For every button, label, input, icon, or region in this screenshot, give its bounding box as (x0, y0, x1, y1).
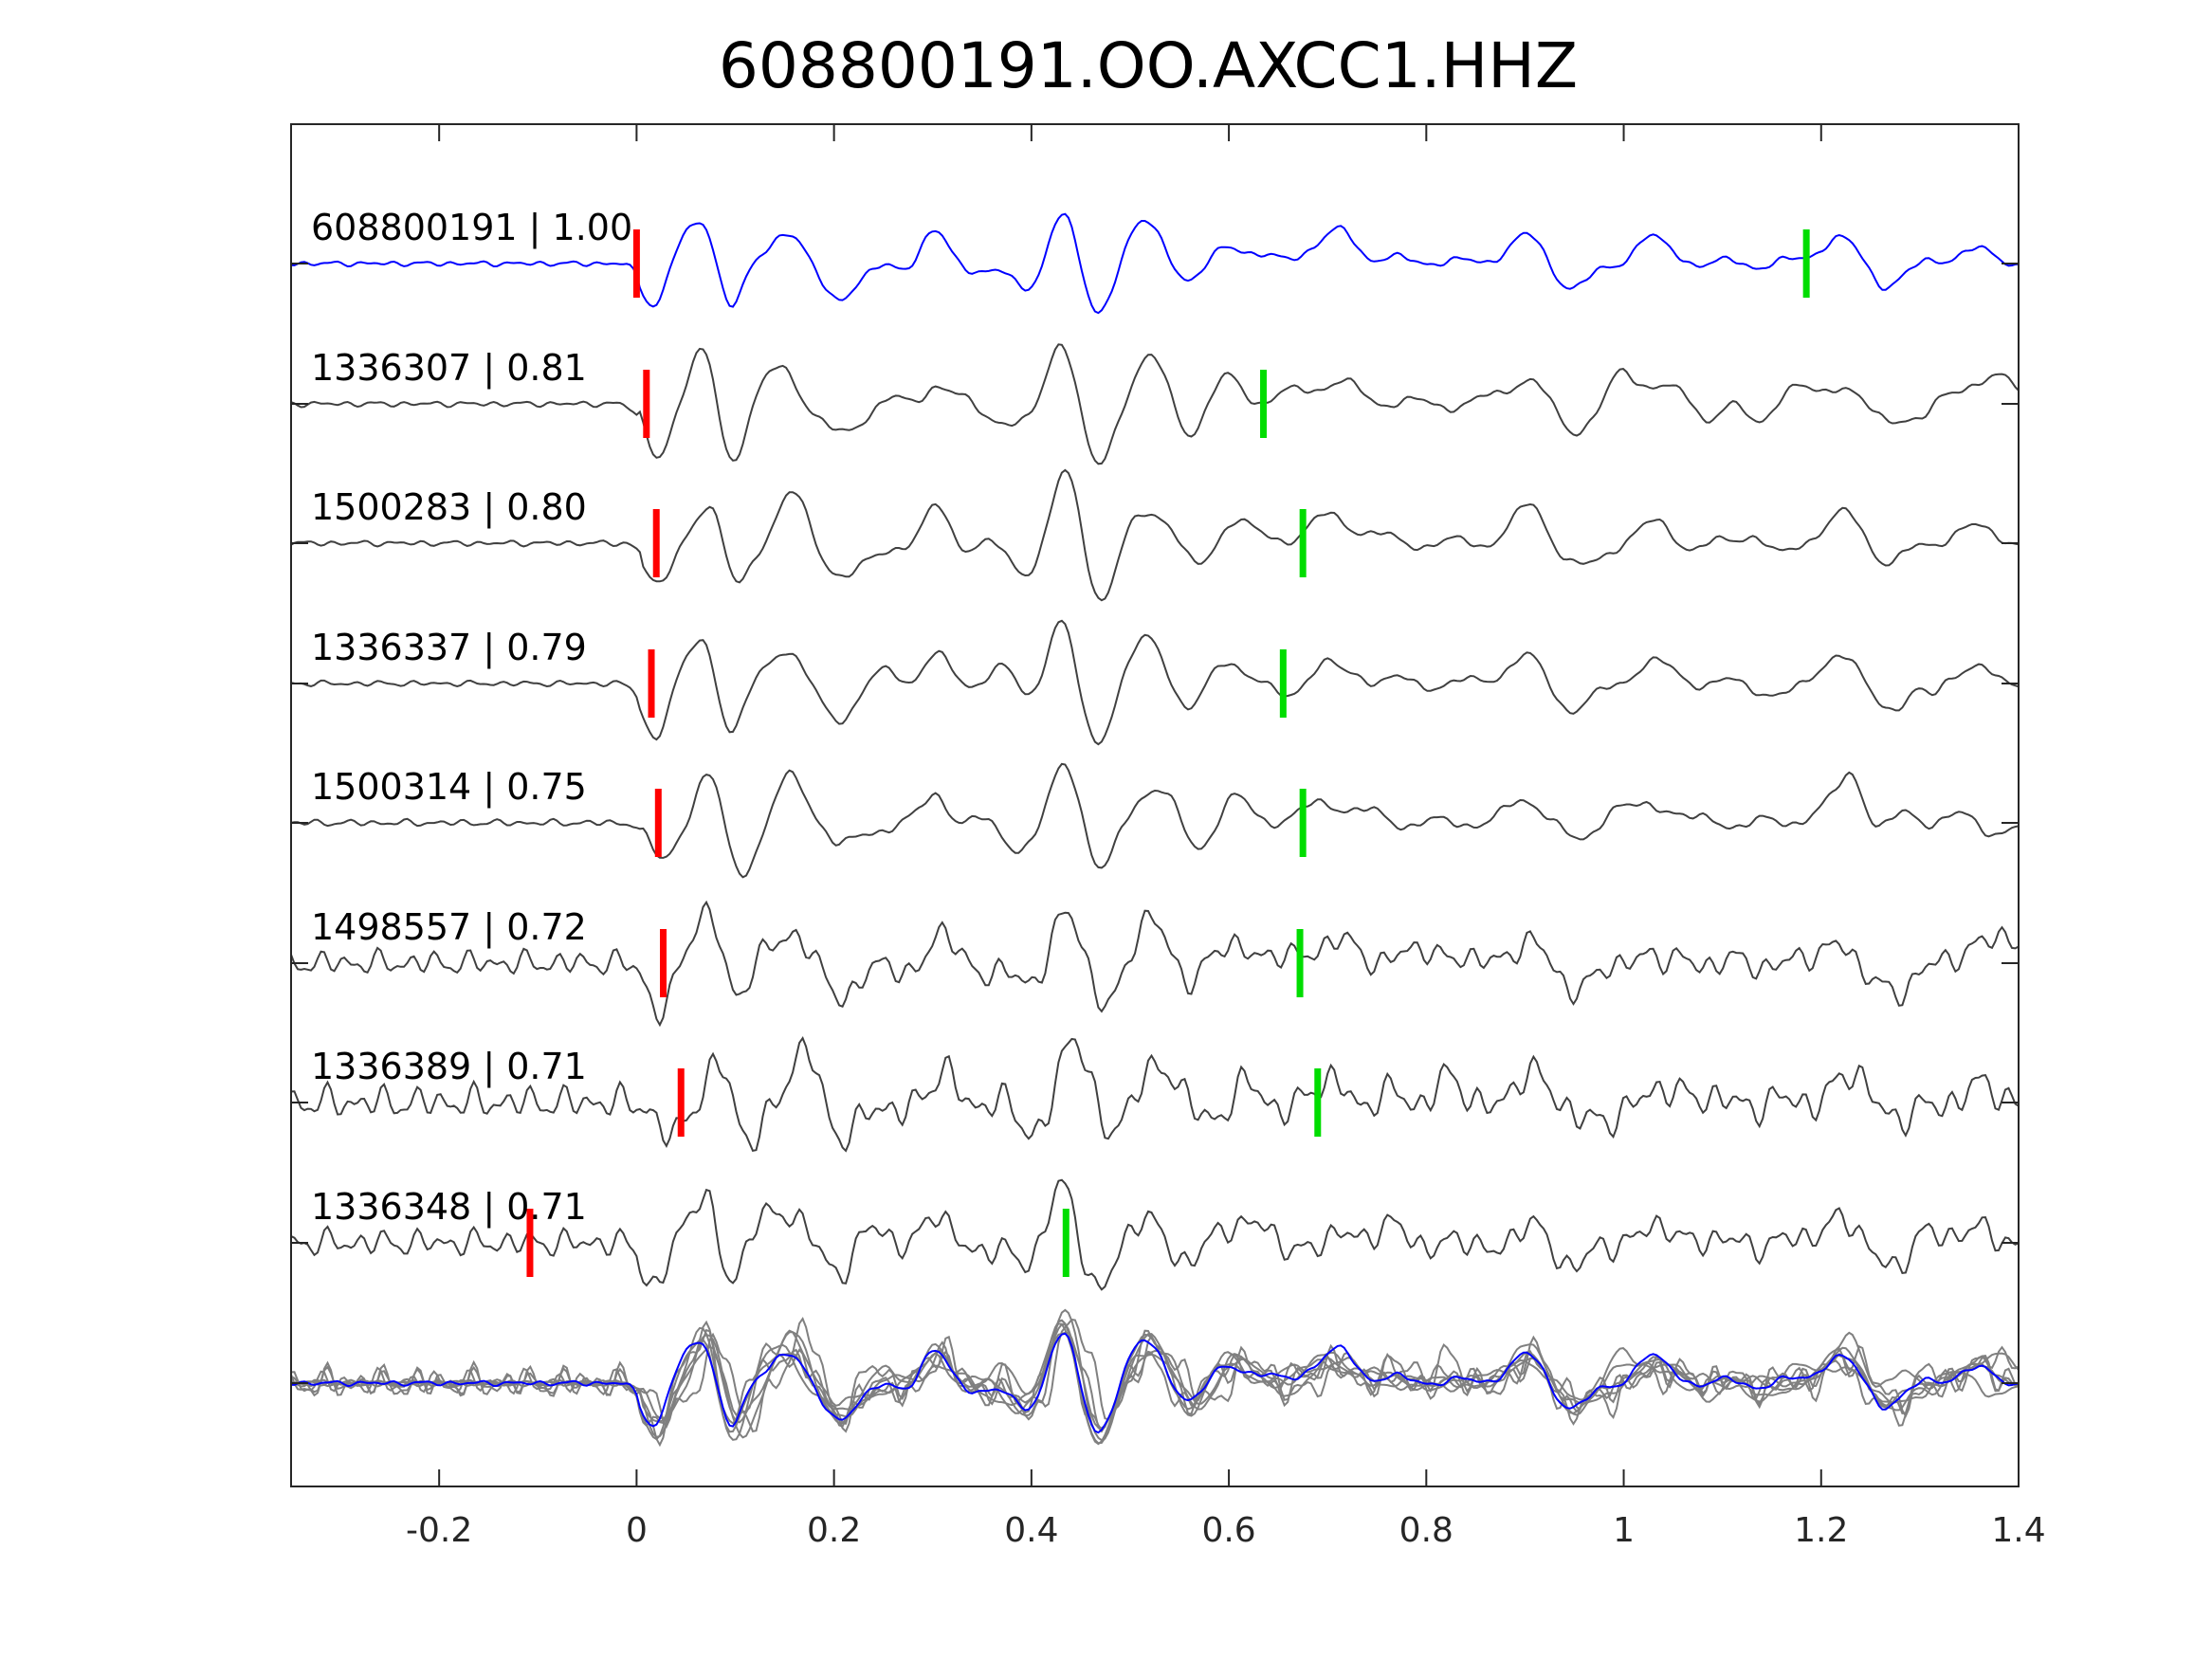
trace-label-1500283: 1500283 | 0.80 (311, 486, 587, 529)
plot-frame (290, 123, 2020, 1487)
x-tick-label: 0.8 (1399, 1511, 1453, 1550)
x-axis: -0.2 0 0.2 0.4 0.6 0.8 1 1.2 1.4 (291, 124, 2046, 1550)
stack-trace-1336389 (290, 1317, 2020, 1433)
trace-1498557 (290, 900, 2020, 1028)
traces-layer (290, 212, 2020, 1291)
trace-1336337 (290, 619, 2020, 746)
x-tick-label: 1.4 (1991, 1511, 2045, 1550)
trace-label-608800191: 608800191 | 1.00 (311, 207, 632, 249)
trace-label-1498557: 1498557 | 0.72 (311, 906, 587, 949)
x-tick-label: 0.2 (807, 1511, 861, 1550)
trace-1336348 (290, 1178, 2020, 1291)
x-tick-label: 0 (626, 1511, 648, 1550)
trace-1336307 (290, 343, 2020, 465)
trace-608800191 (290, 212, 2020, 315)
trace-1500314 (290, 762, 2020, 879)
trace-1500283 (290, 468, 2020, 602)
x-tick-label: 0.6 (1201, 1511, 1255, 1550)
trace-label-1336337: 1336337 | 0.79 (311, 627, 587, 669)
x-tick-label: 1 (1613, 1511, 1635, 1550)
stack-trace-608800191 (290, 1332, 2020, 1434)
trace-label-1336307: 1336307 | 0.81 (311, 347, 587, 390)
picks-layer (526, 229, 1810, 1277)
trace-label-1500314: 1500314 | 0.75 (311, 766, 587, 809)
x-tick-label: -0.2 (406, 1511, 472, 1550)
labels-layer: 608800191 | 1.00 1336307 | 0.81 1500283 | … (311, 207, 632, 1229)
plot-area (291, 124, 2019, 1486)
x-tick-label: 0.4 (1004, 1511, 1058, 1550)
trace-1336389 (290, 1036, 2020, 1153)
trace-label-1336348: 1336348 | 0.71 (311, 1186, 587, 1229)
stack-layer (290, 1308, 2020, 1448)
chart-title: 608800191.OO.AXCC1.HHZ (719, 29, 1578, 102)
x-tick-label: 1.2 (1794, 1511, 1848, 1550)
trace-label-1336389: 1336389 | 0.71 (311, 1046, 587, 1088)
